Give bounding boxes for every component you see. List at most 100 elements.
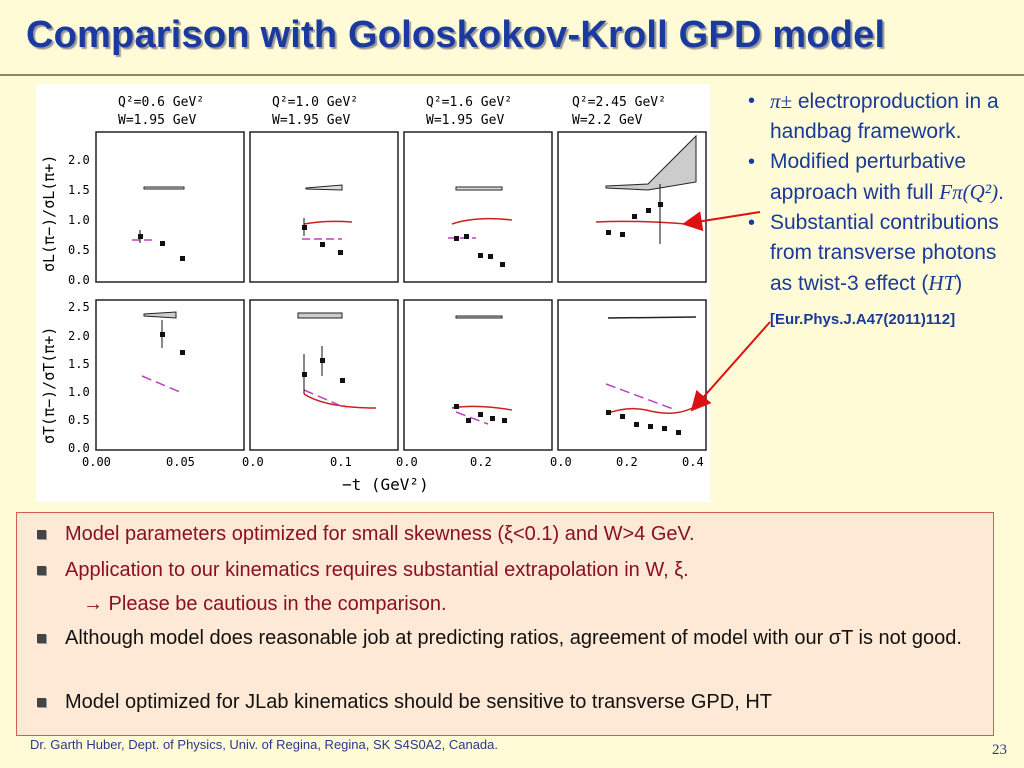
summary-bullet-2-text: Application to our kinematics requires s…: [65, 559, 689, 581]
slide-title: Comparison with Goloskokov-Kroll GPD mod…: [26, 14, 886, 56]
right-bullet-list: • π± electroproduction in a handbag fram…: [742, 86, 1018, 335]
gk-band-top-1: [143, 186, 185, 190]
top-ytick-0-5: 0.5: [68, 243, 90, 257]
panel-bottom-3: [403, 299, 553, 451]
data-point: [454, 236, 459, 241]
data-point: [338, 250, 343, 255]
bottom-ytick-0-0: 0.0: [68, 441, 90, 455]
data-point: [620, 414, 625, 419]
gk-red-curve-top-3: [451, 217, 513, 225]
panel-top-3: [403, 131, 553, 283]
x-axis-label: −t (GeV²): [342, 475, 429, 494]
panel-1-q2: Q²=0.6 GeV²: [118, 95, 204, 110]
gk-band-bottom-3: [455, 315, 503, 319]
bottom-ytick-1-5: 1.5: [68, 357, 90, 371]
bullet-dot: •: [748, 212, 756, 234]
data-point: [454, 404, 459, 409]
gk-band-bottom-2: [297, 312, 343, 319]
bullet-dot: •: [748, 151, 756, 173]
xtick-p4-0: 0.0: [550, 455, 572, 469]
panel-bottom-4: [557, 299, 707, 451]
data-point: [676, 430, 681, 435]
data-point: [160, 241, 165, 246]
gk-red-curve-top-4: [595, 220, 687, 225]
data-point: [180, 256, 185, 261]
right-bullet-3-text: Substantial contributions from transvers…: [770, 211, 999, 295]
xtick-p3-0: 0.0: [396, 455, 418, 469]
gk-red-curve-top-2: [303, 220, 353, 225]
gk-band-top-2: [305, 184, 343, 191]
gk-red-curve-bottom-3: [451, 405, 513, 411]
data-point: [490, 416, 495, 421]
f-pi-math: Fπ(Q²): [939, 180, 999, 204]
xtick-p4-1: 0.2: [616, 455, 638, 469]
data-point: [662, 426, 667, 431]
page-number: 23: [992, 742, 1007, 758]
data-point: [646, 208, 651, 213]
data-point: [606, 230, 611, 235]
gk-red-curve-bottom-2: [303, 393, 377, 409]
panel-4-w: W=2.2 GeV: [572, 113, 643, 128]
xtick-p2-0: 0.0: [242, 455, 264, 469]
panel-4-q2: Q²=2.45 GeV²: [572, 95, 666, 110]
panel-top-1: [95, 131, 245, 283]
summary-caution-text: → Please be cautious in the comparison.: [83, 593, 447, 615]
square-bullet-icon: [37, 530, 46, 539]
reference-citation: [Eur.Phys.J.A47(2011)112]: [770, 311, 956, 328]
gk-band-bottom-4: [607, 316, 697, 319]
ht-math: HT: [928, 271, 956, 295]
right-bullet-2-text: Modified perturbative approach with full: [770, 150, 967, 204]
panel-3-w: W=1.95 GeV: [426, 113, 504, 128]
square-bullet-icon: [37, 566, 46, 575]
gk-line-bottom-4: [605, 383, 677, 411]
summary-bullet-1-text: Model parameters optimized for small ske…: [65, 523, 695, 545]
summary-bullet-1: Model parameters optimized for small ske…: [37, 521, 977, 548]
data-point: [320, 242, 325, 247]
right-bullet-1-text: electroproduction in a handbag framework…: [770, 90, 999, 143]
panel-top-4: [557, 131, 707, 283]
summary-bullet-3-text: Although model does reasonable job at pr…: [65, 627, 962, 649]
top-ytick-2-0: 2.0: [68, 153, 90, 167]
data-point: [648, 424, 653, 429]
data-point: [180, 350, 185, 355]
bottom-ytick-2-0: 2.0: [68, 329, 90, 343]
xtick-p3-1: 0.2: [470, 455, 492, 469]
ratio-figure: Q²=0.6 GeV² W=1.95 GeV Q²=1.0 GeV² W=1.9…: [36, 84, 710, 502]
panel-2-w: W=1.95 GeV: [272, 113, 350, 128]
right-bullet-2-end: .: [998, 181, 1004, 204]
gk-red-curve-bottom-4: [605, 405, 697, 415]
data-point: [620, 232, 625, 237]
xtick-p1-1: 0.05: [166, 455, 195, 469]
data-point: [606, 410, 611, 415]
ratio-plot-svg: Q²=0.6 GeV² W=1.95 GeV Q²=1.0 GeV² W=1.9…: [40, 95, 707, 494]
panel-bottom-2: [249, 299, 399, 451]
panel-bottom-1: [95, 299, 245, 451]
gk-band-top-4: [605, 134, 697, 191]
right-bullet-2: • Modified perturbative approach with fu…: [742, 147, 1018, 208]
data-point: [466, 418, 471, 423]
y-label-top: σL(π−)/σL(π+): [40, 155, 58, 272]
gk-line-bottom-3: [455, 411, 489, 425]
panel-3-q2: Q²=1.6 GeV²: [426, 95, 512, 110]
summary-bullet-3: Although model does reasonable job at pr…: [37, 625, 977, 652]
title-bar: Comparison with Goloskokov-Kroll GPD mod…: [0, 0, 1024, 76]
data-point: [488, 254, 493, 259]
bullet-dot: •: [748, 90, 756, 112]
top-ytick-1-5: 1.5: [68, 183, 90, 197]
gk-band-bottom-1: [143, 311, 177, 319]
data-point: [340, 378, 345, 383]
bottom-ytick-0-5: 0.5: [68, 413, 90, 427]
panel-1-w: W=1.95 GeV: [118, 113, 196, 128]
data-point: [632, 214, 637, 219]
summary-bullet-4-text: Model optimized for JLab kinematics shou…: [65, 691, 772, 713]
gk-band-top-3: [455, 186, 503, 191]
right-bullet-1: • π± electroproduction in a handbag fram…: [742, 86, 1018, 147]
data-point: [464, 234, 469, 239]
data-point: [500, 262, 505, 267]
data-point: [478, 253, 483, 258]
data-point: [502, 418, 507, 423]
gk-line-bottom-2: [303, 389, 347, 409]
summary-bullet-2: Application to our kinematics requires s…: [37, 557, 977, 584]
right-bullet-3-end: ): [955, 272, 963, 295]
top-ytick-0-0: 0.0: [68, 273, 90, 287]
